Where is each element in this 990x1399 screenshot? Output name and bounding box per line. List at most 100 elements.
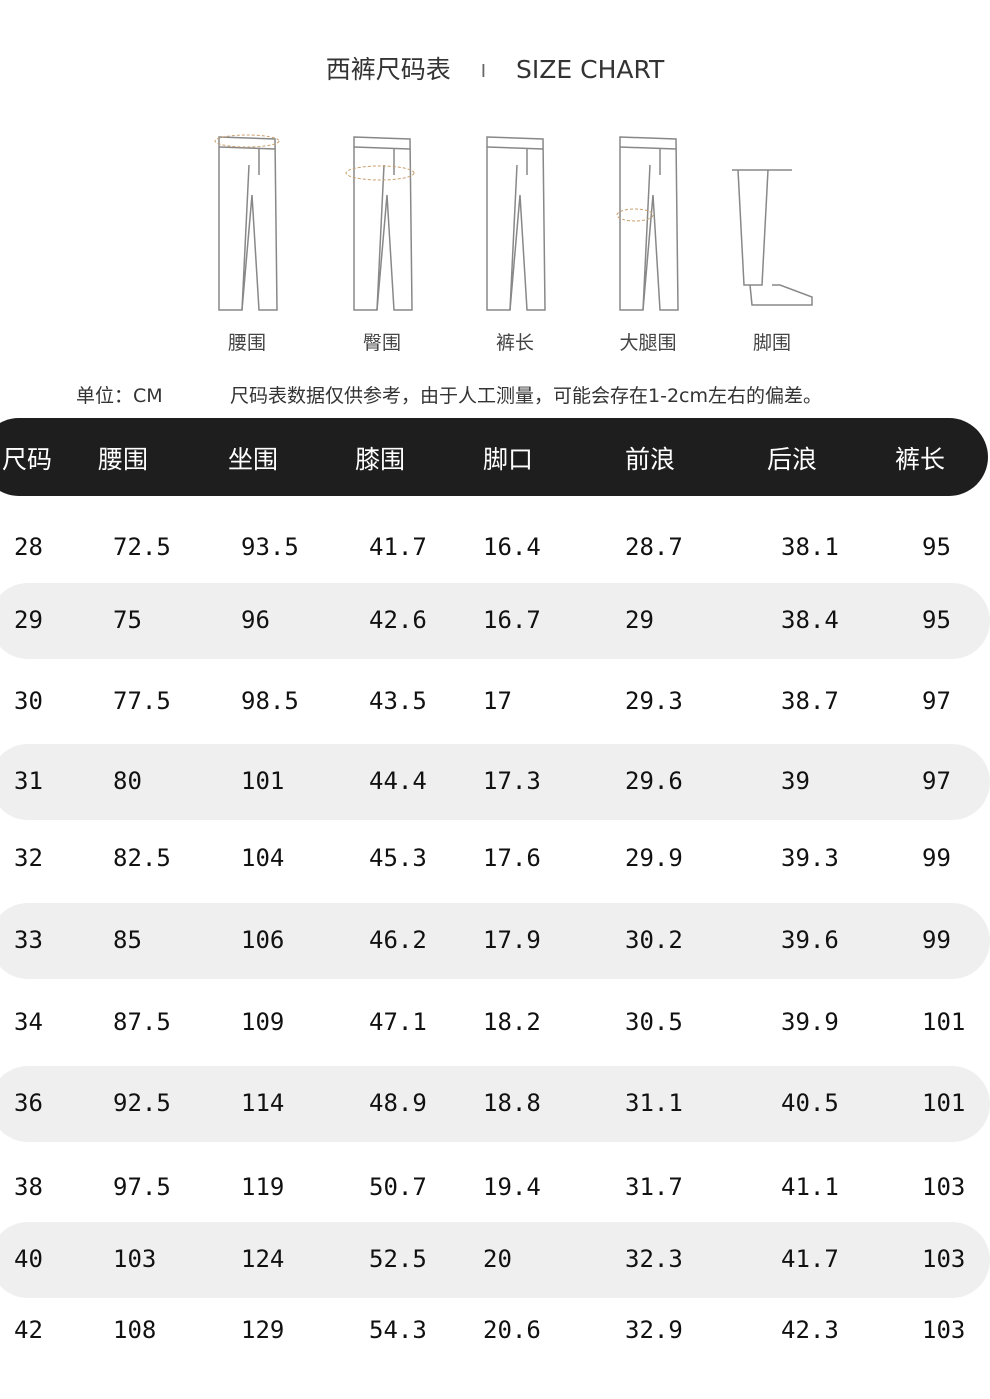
table-cell: 52.5	[369, 1245, 427, 1273]
table-cell: 103	[922, 1173, 966, 1201]
table-cell: 32.3	[625, 1245, 683, 1273]
table-cell: 20	[483, 1245, 512, 1273]
table-cell: 31	[14, 767, 43, 795]
table-cell: 38.7	[781, 687, 839, 715]
table-cell: 17.3	[483, 767, 541, 795]
row-stripe	[0, 744, 990, 820]
table-cell: 96	[241, 606, 270, 634]
table-cell: 44.4	[369, 767, 427, 795]
table-cell: 33	[14, 926, 43, 954]
table-cell: 46.2	[369, 926, 427, 954]
table-cell: 119	[241, 1173, 285, 1201]
table-cell: 41.1	[781, 1173, 839, 1201]
table-cell: 101	[922, 1089, 966, 1117]
table-cell: 109	[241, 1008, 285, 1036]
table-cell: 40.5	[781, 1089, 839, 1117]
figure-label: 裤长	[495, 332, 534, 354]
figure-label: 大腿围	[619, 332, 677, 354]
pants-waist-icon	[197, 125, 297, 315]
figure-label: 腰围	[227, 332, 266, 354]
pants-hip-icon	[332, 125, 432, 315]
table-cell: 54.3	[369, 1316, 427, 1344]
table-cell: 28	[14, 533, 43, 561]
table-cell: 40	[14, 1245, 43, 1273]
page-title: 西裤尺码表 I SIZE CHART	[0, 50, 990, 86]
table-cell: 16.7	[483, 606, 541, 634]
table-cell: 41.7	[781, 1245, 839, 1273]
table-cell: 50.7	[369, 1173, 427, 1201]
table-cell: 99	[922, 926, 951, 954]
row-stripe	[0, 583, 990, 659]
table-cell: 124	[241, 1245, 285, 1273]
pants-hem-icon	[722, 125, 822, 315]
table-cell: 104	[241, 844, 285, 872]
table-cell: 18.2	[483, 1008, 541, 1036]
figure-label: 臀围	[362, 332, 401, 354]
table-cell: 114	[241, 1089, 285, 1117]
table-cell: 80	[113, 767, 142, 795]
pants-thigh-icon	[598, 125, 698, 315]
table-cell: 42.3	[781, 1316, 839, 1344]
table-cell: 101	[241, 767, 285, 795]
title-en: SIZE CHART	[516, 55, 665, 84]
row-stripe	[0, 1222, 990, 1298]
table-cell: 30	[14, 687, 43, 715]
table-cell: 48.9	[369, 1089, 427, 1117]
table-cell: 16.4	[483, 533, 541, 561]
table-cell: 38	[14, 1173, 43, 1201]
table-cell: 29.9	[625, 844, 683, 872]
table-cell: 29.3	[625, 687, 683, 715]
figure-label: 脚围	[752, 332, 791, 354]
table-cell: 39.6	[781, 926, 839, 954]
measurement-note: 尺码表数据仅供参考，由于人工测量，可能会存在1-2cm左右的偏差。	[230, 385, 822, 407]
table-cell: 45.3	[369, 844, 427, 872]
table-cell: 85	[113, 926, 142, 954]
table-cell: 95	[922, 533, 951, 561]
column-header: 前浪	[625, 445, 676, 474]
table-cell: 101	[922, 1008, 966, 1036]
table-cell: 36	[14, 1089, 43, 1117]
table-cell: 42	[14, 1316, 43, 1344]
table-cell: 42.6	[369, 606, 427, 634]
table-cell: 103	[113, 1245, 157, 1273]
table-cell: 39.9	[781, 1008, 839, 1036]
table-cell: 93.5	[241, 533, 299, 561]
table-cell: 41.7	[369, 533, 427, 561]
table-cell: 30.2	[625, 926, 683, 954]
table-cell: 29	[625, 606, 654, 634]
column-header: 后浪	[767, 445, 818, 474]
table-cell: 32	[14, 844, 43, 872]
table-cell: 82.5	[113, 844, 171, 872]
table-cell: 28.7	[625, 533, 683, 561]
column-header: 坐围	[228, 445, 279, 474]
row-stripe	[0, 903, 990, 979]
table-cell: 97.5	[113, 1173, 171, 1201]
table-cell: 29	[14, 606, 43, 634]
table-cell: 39	[781, 767, 810, 795]
table-cell: 103	[922, 1316, 966, 1344]
column-header: 裤长	[895, 445, 946, 474]
column-header: 膝围	[355, 445, 406, 474]
table-cell: 97	[922, 767, 951, 795]
table-cell: 39.3	[781, 844, 839, 872]
table-cell: 20.6	[483, 1316, 541, 1344]
table-cell: 106	[241, 926, 285, 954]
column-header: 尺码	[2, 445, 53, 474]
table-cell: 30.5	[625, 1008, 683, 1036]
table-cell: 72.5	[113, 533, 171, 561]
pants-length-icon	[465, 125, 565, 315]
table-header	[0, 418, 988, 496]
table-cell: 95	[922, 606, 951, 634]
row-stripe	[0, 1066, 990, 1142]
table-cell: 18.8	[483, 1089, 541, 1117]
table-cell: 103	[922, 1245, 966, 1273]
table-cell: 47.1	[369, 1008, 427, 1036]
table-cell: 32.9	[625, 1316, 683, 1344]
table-cell: 87.5	[113, 1008, 171, 1036]
title-separator: I	[480, 60, 487, 82]
table-cell: 29.6	[625, 767, 683, 795]
table-cell: 43.5	[369, 687, 427, 715]
table-cell: 31.1	[625, 1089, 683, 1117]
title-cn: 西裤尺码表	[325, 55, 451, 84]
